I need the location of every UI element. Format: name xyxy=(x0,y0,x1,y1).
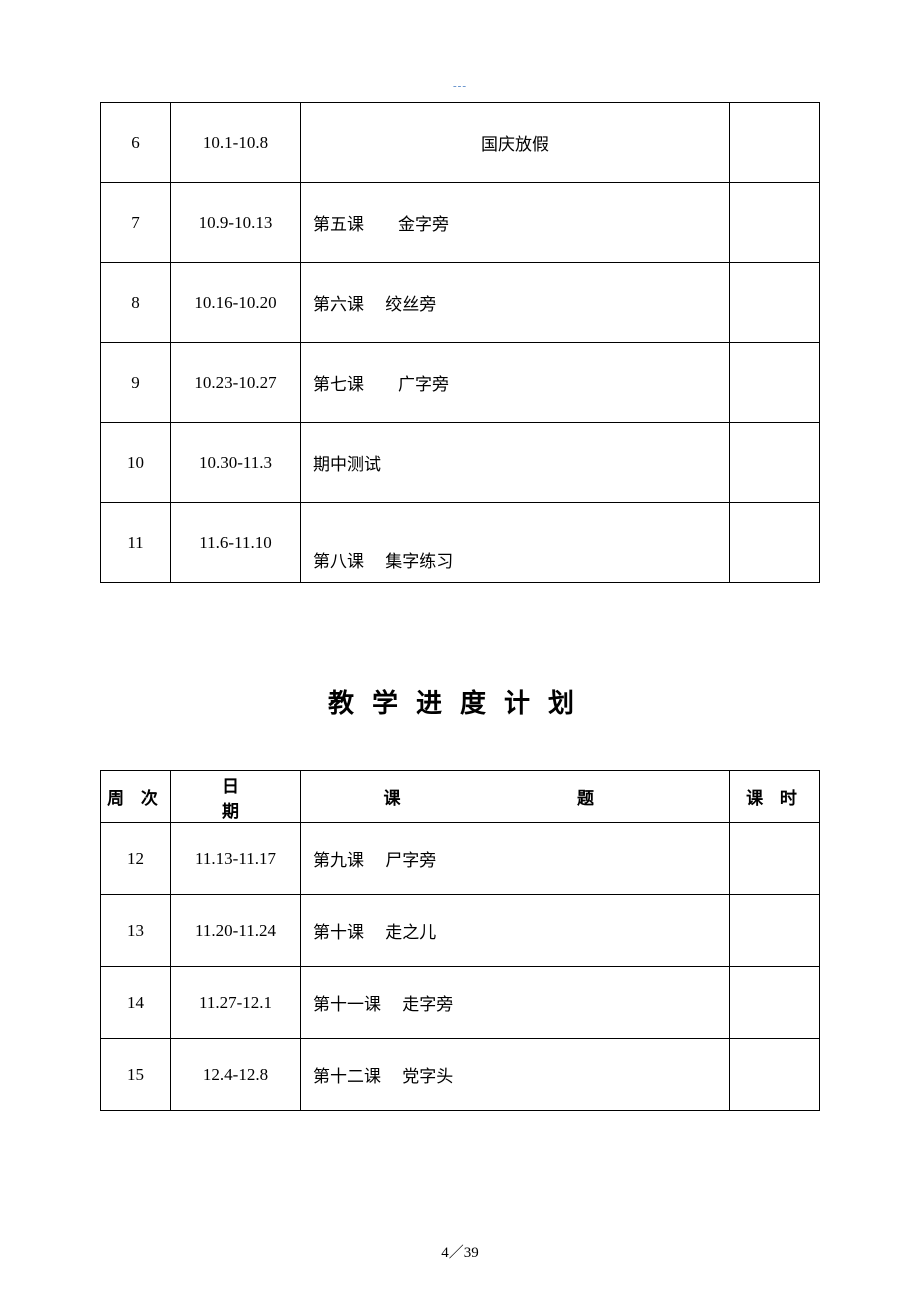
schedule-table-2: 周 次 日期 课题 课 时 1211.13-11.17第九课 尸字旁1311.2… xyxy=(100,770,820,1111)
cell-topic: 第十课 走之儿 xyxy=(301,895,730,967)
cell-date: 10.1-10.8 xyxy=(171,103,301,183)
cell-week: 9 xyxy=(101,343,171,423)
cell-week: 7 xyxy=(101,183,171,263)
table-row: 1010.30-11.3期中测试 xyxy=(101,423,820,503)
cell-topic: 第十二课 党字头 xyxy=(301,1039,730,1111)
cell-date: 11.13-11.17 xyxy=(171,823,301,895)
cell-week: 10 xyxy=(101,423,171,503)
cell-hours xyxy=(730,503,820,583)
cell-hours xyxy=(730,183,820,263)
table-row: 610.1-10.8国庆放假 xyxy=(101,103,820,183)
cell-hours xyxy=(730,423,820,503)
cell-hours xyxy=(730,103,820,183)
cell-topic: 第九课 尸字旁 xyxy=(301,823,730,895)
cell-week: 14 xyxy=(101,967,171,1039)
cell-week: 6 xyxy=(101,103,171,183)
cell-date: 10.16-10.20 xyxy=(171,263,301,343)
table-row: 1211.13-11.17第九课 尸字旁 xyxy=(101,823,820,895)
table-row: 1512.4-12.8第十二课 党字头 xyxy=(101,1039,820,1111)
col-header-topic: 课题 xyxy=(301,771,730,823)
table-row: 710.9-10.13第五课 金字旁 xyxy=(101,183,820,263)
cell-topic: 第五课 金字旁 xyxy=(301,183,730,263)
cell-topic: 期中测试 xyxy=(301,423,730,503)
table-row: 1411.27-12.1第十一课 走字旁 xyxy=(101,967,820,1039)
cell-week: 8 xyxy=(101,263,171,343)
cell-topic: 国庆放假 xyxy=(301,103,730,183)
cell-topic: 第六课 绞丝旁 xyxy=(301,263,730,343)
cell-date: 10.9-10.13 xyxy=(171,183,301,263)
cell-topic: 第八课 集字练习 xyxy=(301,503,730,583)
table-row: 810.16-10.20第六课 绞丝旁 xyxy=(101,263,820,343)
page-number: 4／39 xyxy=(0,1241,920,1262)
cell-hours xyxy=(730,895,820,967)
col-header-hours: 课 时 xyxy=(730,771,820,823)
col-header-date: 日期 xyxy=(171,771,301,823)
cell-hours xyxy=(730,967,820,1039)
col-header-topic-left: 课 xyxy=(313,784,471,809)
cell-date: 12.4-12.8 xyxy=(171,1039,301,1111)
table-row: 1311.20-11.24第十课 走之儿 xyxy=(101,895,820,967)
cell-hours xyxy=(730,1039,820,1111)
cell-hours xyxy=(730,263,820,343)
cell-date: 10.23-10.27 xyxy=(171,343,301,423)
cell-hours xyxy=(730,343,820,423)
section-title: 教学进度计划 xyxy=(100,683,820,720)
cell-week: 11 xyxy=(101,503,171,583)
table-row: 910.23-10.27第七课 广字旁 xyxy=(101,343,820,423)
header-mark: --- xyxy=(100,80,820,92)
page-content: --- 610.1-10.8国庆放假710.9-10.13第五课 金字旁810.… xyxy=(0,0,920,1111)
col-header-week: 周 次 xyxy=(101,771,171,823)
cell-week: 13 xyxy=(101,895,171,967)
cell-date: 11.20-11.24 xyxy=(171,895,301,967)
cell-topic: 第七课 广字旁 xyxy=(301,343,730,423)
cell-date: 11.27-12.1 xyxy=(171,967,301,1039)
cell-topic: 第十一课 走字旁 xyxy=(301,967,730,1039)
col-header-topic-right: 题 xyxy=(471,784,700,809)
table-row: 1111.6-11.10第八课 集字练习 xyxy=(101,503,820,583)
cell-date: 11.6-11.10 xyxy=(171,503,301,583)
schedule-table-1: 610.1-10.8国庆放假710.9-10.13第五课 金字旁810.16-1… xyxy=(100,102,820,583)
cell-date: 10.30-11.3 xyxy=(171,423,301,503)
table-header-row: 周 次 日期 课题 课 时 xyxy=(101,771,820,823)
cell-hours xyxy=(730,823,820,895)
cell-week: 15 xyxy=(101,1039,171,1111)
cell-week: 12 xyxy=(101,823,171,895)
